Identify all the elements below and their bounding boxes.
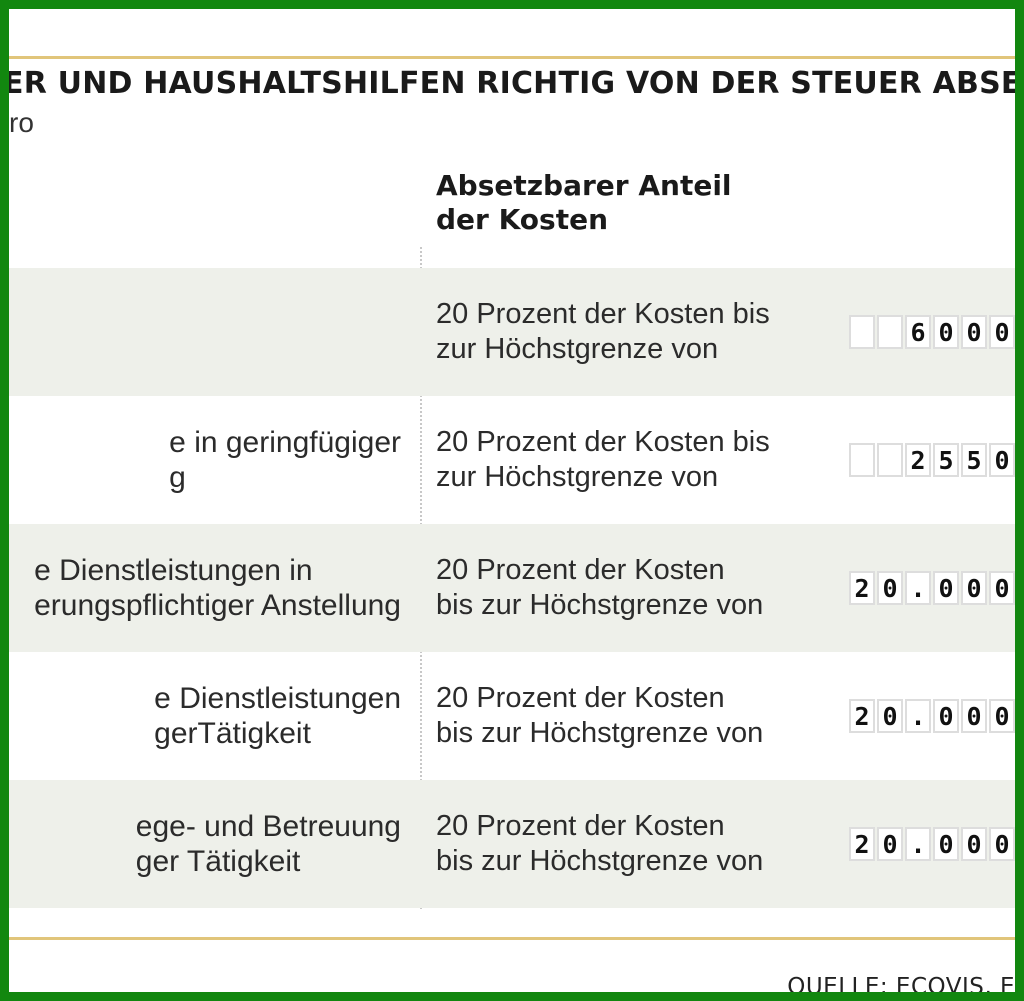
row-deduction-line: bis zur Höchstgrenze von (436, 589, 764, 621)
column-header-label: Absetzbarer Anteil der Kosten (436, 169, 732, 236)
row-deduction-text: 20 Prozent der Kosten bis zur Höchstgrenz… (436, 396, 770, 524)
row-category-line: e Dienstleistungen in (34, 554, 313, 587)
row-deduction-line: 20 Prozent der Kosten bis (436, 426, 770, 458)
row-deduction-text: 20 Prozent der Kosten bis zur Höchstgrenz… (436, 652, 763, 780)
row-category-line: gerTätigkeit (154, 717, 311, 750)
table-row: e in geringfügiger g 20 Prozent der Kosten… (9, 396, 1015, 524)
row-category-line: ege- und Betreuung (135, 810, 401, 843)
page-subtitle: ro (9, 107, 34, 138)
amount-digit-box: 0 (877, 827, 903, 861)
amount-digit-box: 0 (961, 571, 987, 605)
table-row: e Dienstleistungen gerTätigkeit 20 Prozent… (9, 652, 1015, 780)
amount-digit-box: 0 (877, 699, 903, 733)
row-category: e Dienstleistungen in erungspflichtiger A… (34, 524, 401, 652)
amount-digit-box (849, 443, 875, 477)
amount-digit-box (849, 315, 875, 349)
row-deduction-line: zur Höchstgrenze von (436, 333, 719, 365)
amount-digit-box: 0 (961, 315, 987, 349)
source-credit: QUELLE: ECOVIS, E (787, 974, 1015, 1000)
amount-digit-box: 2 (849, 699, 875, 733)
amount-digit-box: 0 (989, 443, 1015, 477)
row-deduction-text: 20 Prozent der Kosten bis zur Höchstgrenz… (436, 268, 770, 396)
row-deduction-line: bis zur Höchstgrenze von (436, 717, 764, 749)
amount-digit-box: 2 (849, 827, 875, 861)
amount-digit-box: 5 (933, 443, 959, 477)
bottom-accent-rule (9, 937, 1015, 940)
row-category: e Dienstleistungen gerTätigkeit (154, 652, 401, 780)
table-row: 20 Prozent der Kosten bis zur Höchstgrenz… (9, 268, 1015, 396)
row-category-line: ger Tätigkeit (135, 845, 301, 878)
row-deduction-text: 20 Prozent der Kosten bis zur Höchstgrenz… (436, 524, 763, 652)
amount-digit-box: 0 (933, 315, 959, 349)
row-deduction-line: 20 Prozent der Kosten (436, 554, 725, 586)
amount-digit-box: . (905, 827, 931, 861)
row-category-line: e in geringfügiger (169, 426, 401, 459)
row-deduction-line: 20 Prozent der Kosten bis (436, 298, 770, 330)
amount-digit-box: 2 (905, 443, 931, 477)
row-category: ege- und Betreuung ger Tätigkeit (136, 780, 401, 908)
amount-digit-box: . (905, 699, 931, 733)
amount-digit-box: 0 (989, 827, 1015, 861)
amount-digit-box: 6 (905, 315, 931, 349)
row-deduction-line: 20 Prozent der Kosten (436, 682, 725, 714)
row-deduction-line: bis zur Höchstgrenze von (436, 845, 764, 877)
amount-digit-box: 2 (849, 571, 875, 605)
amount-digit-box: 0 (933, 699, 959, 733)
page-title: ER UND HAUSHALTSHILFEN RICHTIG VON DER S… (3, 66, 1022, 101)
amount-digit-box: 0 (989, 699, 1015, 733)
row-category-line: e Dienstleistungen (154, 682, 401, 715)
amount-digit-box: 0 (877, 571, 903, 605)
row-category: e in geringfügiger g (169, 396, 401, 524)
top-accent-rule (9, 56, 1015, 59)
amount-digit-box (877, 315, 903, 349)
amount-digit-box: 0 (989, 315, 1015, 349)
amount-digit-box (877, 443, 903, 477)
table-row: ege- und Betreuung ger Tätigkeit 20 Prozen… (9, 780, 1015, 908)
column-header-deductible-share: Absetzbarer Anteil der Kosten (436, 169, 776, 237)
row-deduction-text: 20 Prozent der Kosten bis zur Höchstgrenz… (436, 780, 763, 908)
amount-digit-box: 0 (961, 827, 987, 861)
amount-digit-box: 0 (933, 827, 959, 861)
row-category-line: erungspflichtiger Anstellung (34, 589, 401, 622)
amount-digit-box: . (905, 571, 931, 605)
amount-digit-box: 0 (989, 571, 1015, 605)
row-category-line: g (169, 461, 186, 494)
row-deduction-line: 20 Prozent der Kosten (436, 810, 725, 842)
amount-digit-box: 0 (933, 571, 959, 605)
row-deduction-line: zur Höchstgrenze von (436, 461, 719, 493)
amount-digit-box: 0 (961, 699, 987, 733)
table-row: e Dienstleistungen in erungspflichtiger A… (9, 524, 1015, 652)
amount-digit-box: 5 (961, 443, 987, 477)
